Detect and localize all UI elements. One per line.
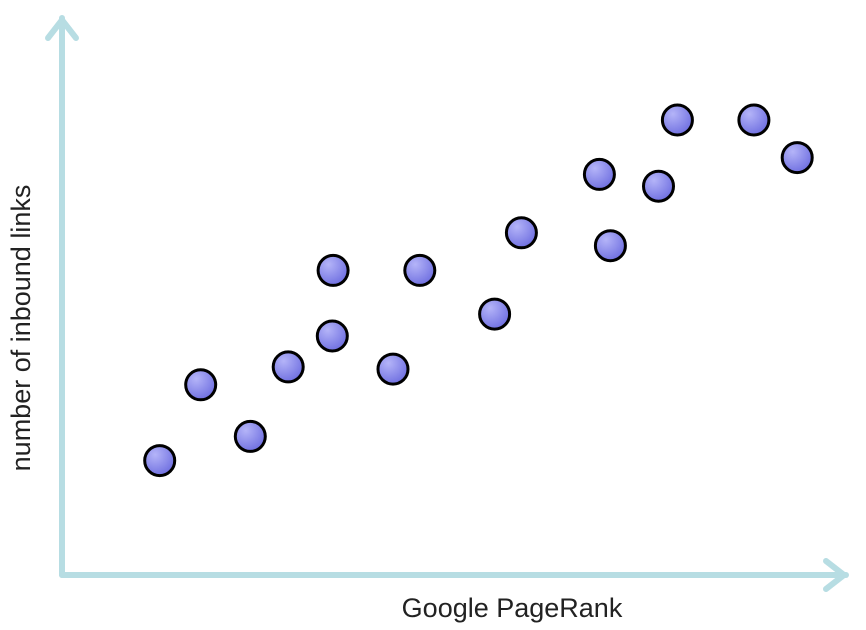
axes xyxy=(45,15,849,592)
y-axis-arrow-icon xyxy=(45,17,79,41)
y-axis-label: number of inbound links xyxy=(6,185,36,472)
data-point xyxy=(315,319,349,353)
data-point xyxy=(504,216,538,250)
x-axis-label: Google PageRank xyxy=(402,593,623,623)
data-point xyxy=(593,229,627,263)
data-point xyxy=(478,297,512,331)
data-point xyxy=(737,103,771,137)
data-point xyxy=(233,419,267,453)
data-point xyxy=(271,350,305,384)
data-point xyxy=(660,103,694,137)
data-point xyxy=(316,253,350,287)
data-points xyxy=(143,103,814,478)
data-point xyxy=(780,141,814,175)
data-point xyxy=(184,368,218,402)
x-axis-arrow-icon xyxy=(823,558,847,592)
data-point xyxy=(376,352,410,386)
data-point xyxy=(582,157,616,191)
data-point xyxy=(403,253,437,287)
data-point xyxy=(143,444,177,478)
data-point xyxy=(642,169,675,203)
